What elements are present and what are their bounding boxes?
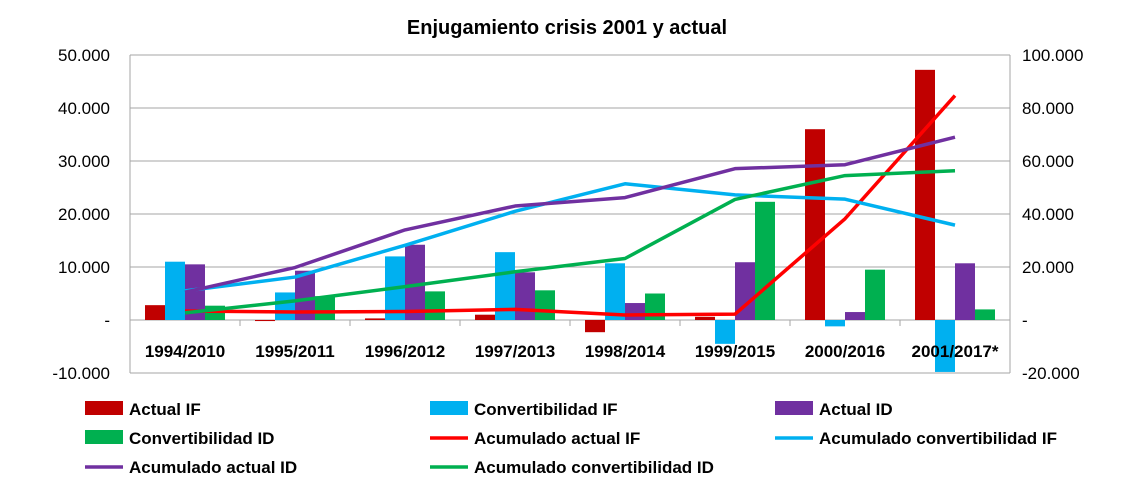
bar-actual-if [365, 318, 385, 320]
bar-actual-if [915, 69, 935, 320]
category-label: 1995/2011 [255, 342, 334, 361]
left-tick-label: - [104, 311, 110, 330]
line-acumulado-convertibilidad-id [184, 169, 956, 315]
left-tick-label: 50.000 [58, 46, 110, 65]
line-acumulado-actual-id [184, 135, 956, 294]
category-label: 1996/2012 [365, 342, 445, 361]
category-label: 1998/2014 [585, 342, 666, 361]
left-tick-label: 10.000 [58, 258, 110, 277]
left-tick-label: 40.000 [58, 99, 110, 118]
legend-swatch [430, 401, 468, 415]
category-label: 1997/2013 [475, 342, 555, 361]
category-label: 2001/2017* [912, 342, 999, 361]
bar-actual-id [515, 272, 535, 320]
bar-actual-if [585, 320, 605, 333]
legend-label: Convertibilidad IF [474, 400, 618, 419]
legend-label: Actual ID [819, 400, 893, 419]
legend-label: Convertibilidad ID [129, 429, 274, 448]
legend-swatch [85, 430, 123, 444]
bar-actual-id [845, 312, 865, 320]
line-acumulado-convertibilidad-if [184, 182, 956, 293]
left-tick-label: 20.000 [58, 205, 110, 224]
category-label: 1999/2015 [695, 342, 775, 361]
bar-actual-id [185, 264, 205, 320]
legend-label: Acumulado actual IF [474, 429, 640, 448]
bar-convertibilidad-if [825, 320, 845, 327]
bar-convertibilidad-if [715, 320, 735, 344]
bar-actual-id [955, 263, 975, 320]
bar-convertibilidad-if [275, 292, 295, 320]
bar-actual-if [695, 316, 715, 320]
legend-swatch [775, 401, 813, 415]
right-tick-label: 100.000 [1022, 46, 1083, 65]
right-tick-label: 20.000 [1022, 258, 1074, 277]
bar-convertibilidad-id [865, 269, 885, 320]
bar-convertibilidad-if [495, 252, 515, 320]
legend-label: Acumulado actual ID [129, 458, 297, 477]
line-acumulado-actual-if [184, 94, 957, 317]
legend-swatch [85, 401, 123, 415]
bar-actual-id [405, 244, 425, 320]
right-tick-label: - [1022, 311, 1028, 330]
bar-convertibilidad-id [535, 290, 555, 320]
chart-title: Enjugamiento crisis 2001 y actual [407, 17, 727, 39]
left-tick-label: -10.000 [52, 364, 110, 383]
right-tick-label: 80.000 [1022, 99, 1074, 118]
right-tick-label: -20.000 [1022, 364, 1080, 383]
legend-label: Acumulado convertibilidad ID [474, 458, 714, 477]
bar-actual-if [145, 305, 165, 320]
bar-convertibilidad-if [605, 263, 625, 320]
bar-convertibilidad-id [425, 291, 445, 320]
left-tick-label: 30.000 [58, 152, 110, 171]
right-tick-label: 40.000 [1022, 205, 1074, 224]
bar-actual-if [805, 129, 825, 320]
bar-convertibilidad-if [935, 320, 955, 372]
legend-label: Acumulado convertibilidad IF [819, 429, 1057, 448]
bar-actual-if [475, 314, 495, 320]
category-label: 1994/2010 [145, 342, 225, 361]
bar-convertibilidad-if [165, 261, 185, 320]
legend-label: Actual IF [129, 400, 201, 419]
category-label: 2000/2016 [805, 342, 885, 361]
bar-actual-id [295, 270, 315, 320]
right-tick-label: 60.000 [1022, 152, 1074, 171]
bar-convertibilidad-id [755, 201, 775, 320]
bar-actual-if [255, 320, 275, 322]
bar-convertibilidad-id [315, 296, 335, 320]
bar-actual-id [735, 262, 755, 320]
bar-convertibilidad-id [975, 309, 995, 320]
bar-actual-id [625, 303, 645, 320]
